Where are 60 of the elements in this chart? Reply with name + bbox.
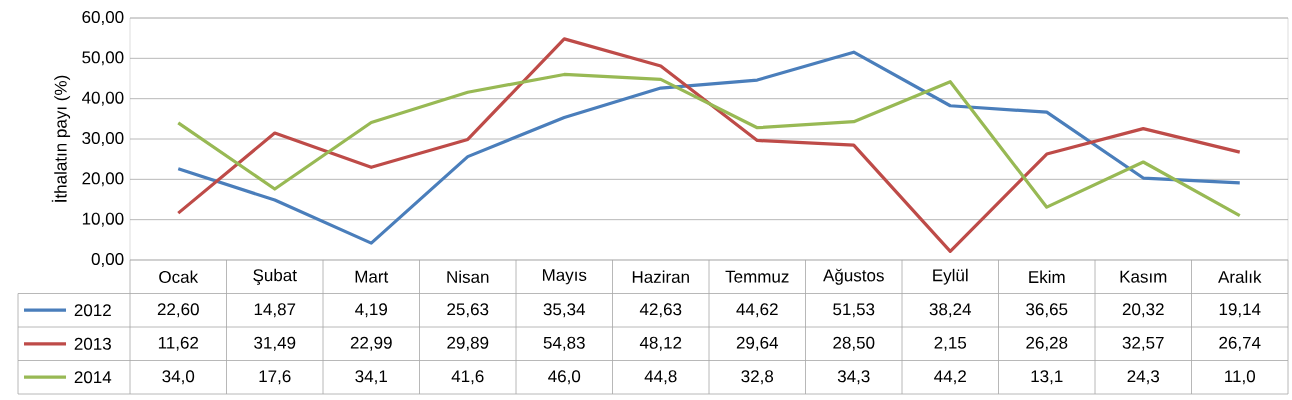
data-label: 22,99 xyxy=(350,336,392,351)
data-label: 17,6 xyxy=(259,370,291,385)
line-series xyxy=(176,72,1242,218)
x-tick-label: Ağustos xyxy=(823,268,884,285)
y-tick-label: 20,00 xyxy=(82,172,124,187)
legend-label: 2012 xyxy=(74,304,111,317)
data-label: 29,64 xyxy=(736,336,779,351)
x-tick-label: Ocak xyxy=(159,270,199,283)
data-label: 28,50 xyxy=(833,336,875,351)
data-label: 11,62 xyxy=(158,336,199,351)
data-label: 31,49 xyxy=(254,336,296,351)
x-tick-label: Şubat xyxy=(253,268,297,285)
data-label: 46,0 xyxy=(548,370,581,385)
y-tick-label: 0,00 xyxy=(91,252,124,268)
data-label: 44,2 xyxy=(934,370,966,385)
data-label: 32,8 xyxy=(741,370,774,385)
x-tick-label: Eylül xyxy=(933,268,968,285)
data-label: 14,87 xyxy=(254,303,296,318)
data-label: 48,12 xyxy=(639,336,682,351)
data-label: 4,19 xyxy=(355,303,387,318)
data-label: 44,8 xyxy=(644,370,677,385)
data-label: 34,3 xyxy=(837,370,870,385)
data-label: 24,3 xyxy=(1127,370,1160,385)
y-axis-title: İthalatın payı (%) xyxy=(51,75,71,202)
x-tick-label: Haziran xyxy=(632,270,689,283)
x-tick-label: Ekim xyxy=(1029,270,1065,283)
data-label: 38,24 xyxy=(929,303,972,318)
data-label: 51,53 xyxy=(833,303,875,318)
data-label: 19,14 xyxy=(1219,303,1261,318)
data-label: 34,0 xyxy=(162,370,195,385)
y-tick-label: 30,00 xyxy=(82,131,124,147)
legend-label: 2013 xyxy=(74,337,111,350)
data-label: 26,74 xyxy=(1219,336,1261,351)
x-tick-label: Mayıs xyxy=(542,269,587,285)
y-tick-label: 60,00 xyxy=(82,10,124,26)
data-label: 11,0 xyxy=(1225,370,1256,385)
data-label: 54,83 xyxy=(543,336,585,351)
data-label: 29,89 xyxy=(447,336,489,351)
data-label: 41,6 xyxy=(451,370,484,385)
data-label: 2,15 xyxy=(934,336,967,351)
data-label: 36,65 xyxy=(1026,303,1068,318)
x-tick-label: Aralık xyxy=(1218,270,1262,283)
data-label: 22,60 xyxy=(157,303,199,318)
data-label: 32,57 xyxy=(1122,336,1164,351)
y-tick-label: 40,00 xyxy=(81,91,124,106)
data-label: 25,63 xyxy=(447,303,489,318)
legend-label: 2014 xyxy=(74,371,112,384)
x-tick-label: Temmuz xyxy=(725,270,789,283)
y-tick-label: 10,00 xyxy=(82,212,124,227)
data-label: 26,28 xyxy=(1026,336,1068,351)
data-label: 34,1 xyxy=(355,370,387,385)
y-tick-label: 50,00 xyxy=(82,51,124,66)
x-tick-label: Kasım xyxy=(1120,270,1167,283)
data-label: 44,62 xyxy=(736,303,778,318)
data-label: 35,34 xyxy=(543,303,586,318)
data-label: 42,63 xyxy=(639,303,682,318)
data-label: 20,32 xyxy=(1122,303,1164,318)
data-label: 13,1 xyxy=(1031,370,1063,385)
x-tick-label: Mart xyxy=(355,270,389,283)
x-tick-label: Nisan xyxy=(447,270,489,283)
